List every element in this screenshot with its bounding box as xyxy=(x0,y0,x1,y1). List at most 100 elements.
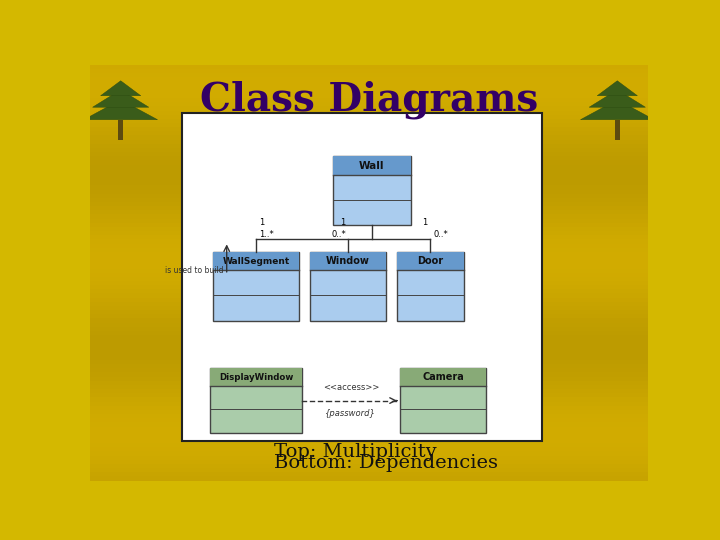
Bar xyxy=(90,389,648,393)
Bar xyxy=(90,210,648,214)
Bar xyxy=(90,314,648,319)
Bar xyxy=(90,422,648,427)
Bar xyxy=(90,202,648,206)
Bar xyxy=(90,239,648,244)
Bar xyxy=(90,98,648,102)
Bar xyxy=(90,111,648,114)
Bar xyxy=(90,431,648,435)
Bar xyxy=(90,402,648,406)
Text: Bottom: Dependencies: Bottom: Dependencies xyxy=(274,454,498,472)
Bar xyxy=(90,65,648,69)
Bar xyxy=(397,252,464,321)
Polygon shape xyxy=(580,100,654,120)
Text: 1..*: 1..* xyxy=(258,230,274,239)
Bar xyxy=(90,281,648,285)
Bar xyxy=(90,302,648,306)
Polygon shape xyxy=(93,90,149,107)
Bar xyxy=(90,231,648,235)
Bar xyxy=(90,177,648,181)
Bar xyxy=(310,252,386,321)
Bar xyxy=(90,294,648,298)
Text: Camera: Camera xyxy=(422,372,464,382)
Bar xyxy=(90,214,648,219)
Bar xyxy=(90,152,648,156)
Bar xyxy=(400,368,486,433)
Bar xyxy=(400,368,486,386)
Bar xyxy=(90,85,648,90)
Bar xyxy=(90,447,648,451)
Bar xyxy=(90,131,648,136)
Bar xyxy=(90,377,648,381)
Bar xyxy=(90,393,648,397)
Text: 1: 1 xyxy=(340,218,346,227)
Text: Class Diagrams: Class Diagrams xyxy=(200,81,538,119)
Bar xyxy=(90,414,648,418)
Text: {password}: {password} xyxy=(325,409,377,418)
Text: DisplayWindow: DisplayWindow xyxy=(219,373,293,382)
Bar xyxy=(90,194,648,198)
Bar xyxy=(90,82,648,85)
Text: Wall: Wall xyxy=(359,160,384,171)
Bar xyxy=(90,364,648,368)
Bar xyxy=(90,148,648,152)
Bar xyxy=(90,468,648,472)
Bar xyxy=(90,319,648,322)
Bar xyxy=(90,331,648,335)
Bar xyxy=(90,435,648,439)
Text: 1: 1 xyxy=(258,218,264,227)
Bar xyxy=(90,464,648,468)
Bar xyxy=(90,219,648,223)
Bar xyxy=(90,156,648,160)
Bar xyxy=(90,410,648,414)
Bar xyxy=(90,472,648,476)
Bar xyxy=(118,120,123,140)
Bar xyxy=(90,136,648,140)
Text: WallSegment: WallSegment xyxy=(222,256,289,266)
Bar xyxy=(90,360,648,364)
Bar xyxy=(615,120,620,140)
Bar xyxy=(90,373,648,377)
Bar xyxy=(213,252,300,321)
Bar xyxy=(90,252,648,256)
Bar xyxy=(90,90,648,94)
Text: Window: Window xyxy=(326,256,370,266)
Bar xyxy=(90,223,648,227)
Bar xyxy=(397,252,464,271)
Bar xyxy=(90,168,648,173)
Bar xyxy=(90,327,648,331)
Bar xyxy=(90,343,648,348)
Bar xyxy=(90,248,648,252)
Bar xyxy=(90,160,648,165)
Bar xyxy=(90,206,648,210)
Bar xyxy=(90,265,648,268)
Bar xyxy=(90,77,648,82)
Bar xyxy=(90,289,648,294)
Bar xyxy=(182,113,542,441)
Bar xyxy=(90,140,648,144)
Bar xyxy=(90,173,648,177)
Text: <<access>>: <<access>> xyxy=(323,383,379,392)
Bar xyxy=(90,102,648,106)
Bar xyxy=(90,198,648,202)
Bar xyxy=(213,252,300,271)
Bar xyxy=(210,368,302,433)
Bar xyxy=(310,252,386,271)
Bar xyxy=(90,181,648,185)
Bar xyxy=(90,443,648,447)
Bar xyxy=(90,476,648,481)
Bar xyxy=(90,227,648,231)
Bar xyxy=(333,156,411,225)
Bar xyxy=(90,127,648,131)
Bar xyxy=(90,123,648,127)
Bar xyxy=(90,456,648,460)
Bar xyxy=(90,190,648,194)
Bar xyxy=(90,165,648,168)
Bar xyxy=(90,348,648,352)
Bar xyxy=(90,460,648,464)
Bar xyxy=(90,119,648,123)
Bar xyxy=(90,335,648,339)
Bar xyxy=(90,418,648,422)
Bar xyxy=(90,339,648,343)
Text: is used to build: is used to build xyxy=(166,266,224,275)
Bar xyxy=(90,356,648,360)
